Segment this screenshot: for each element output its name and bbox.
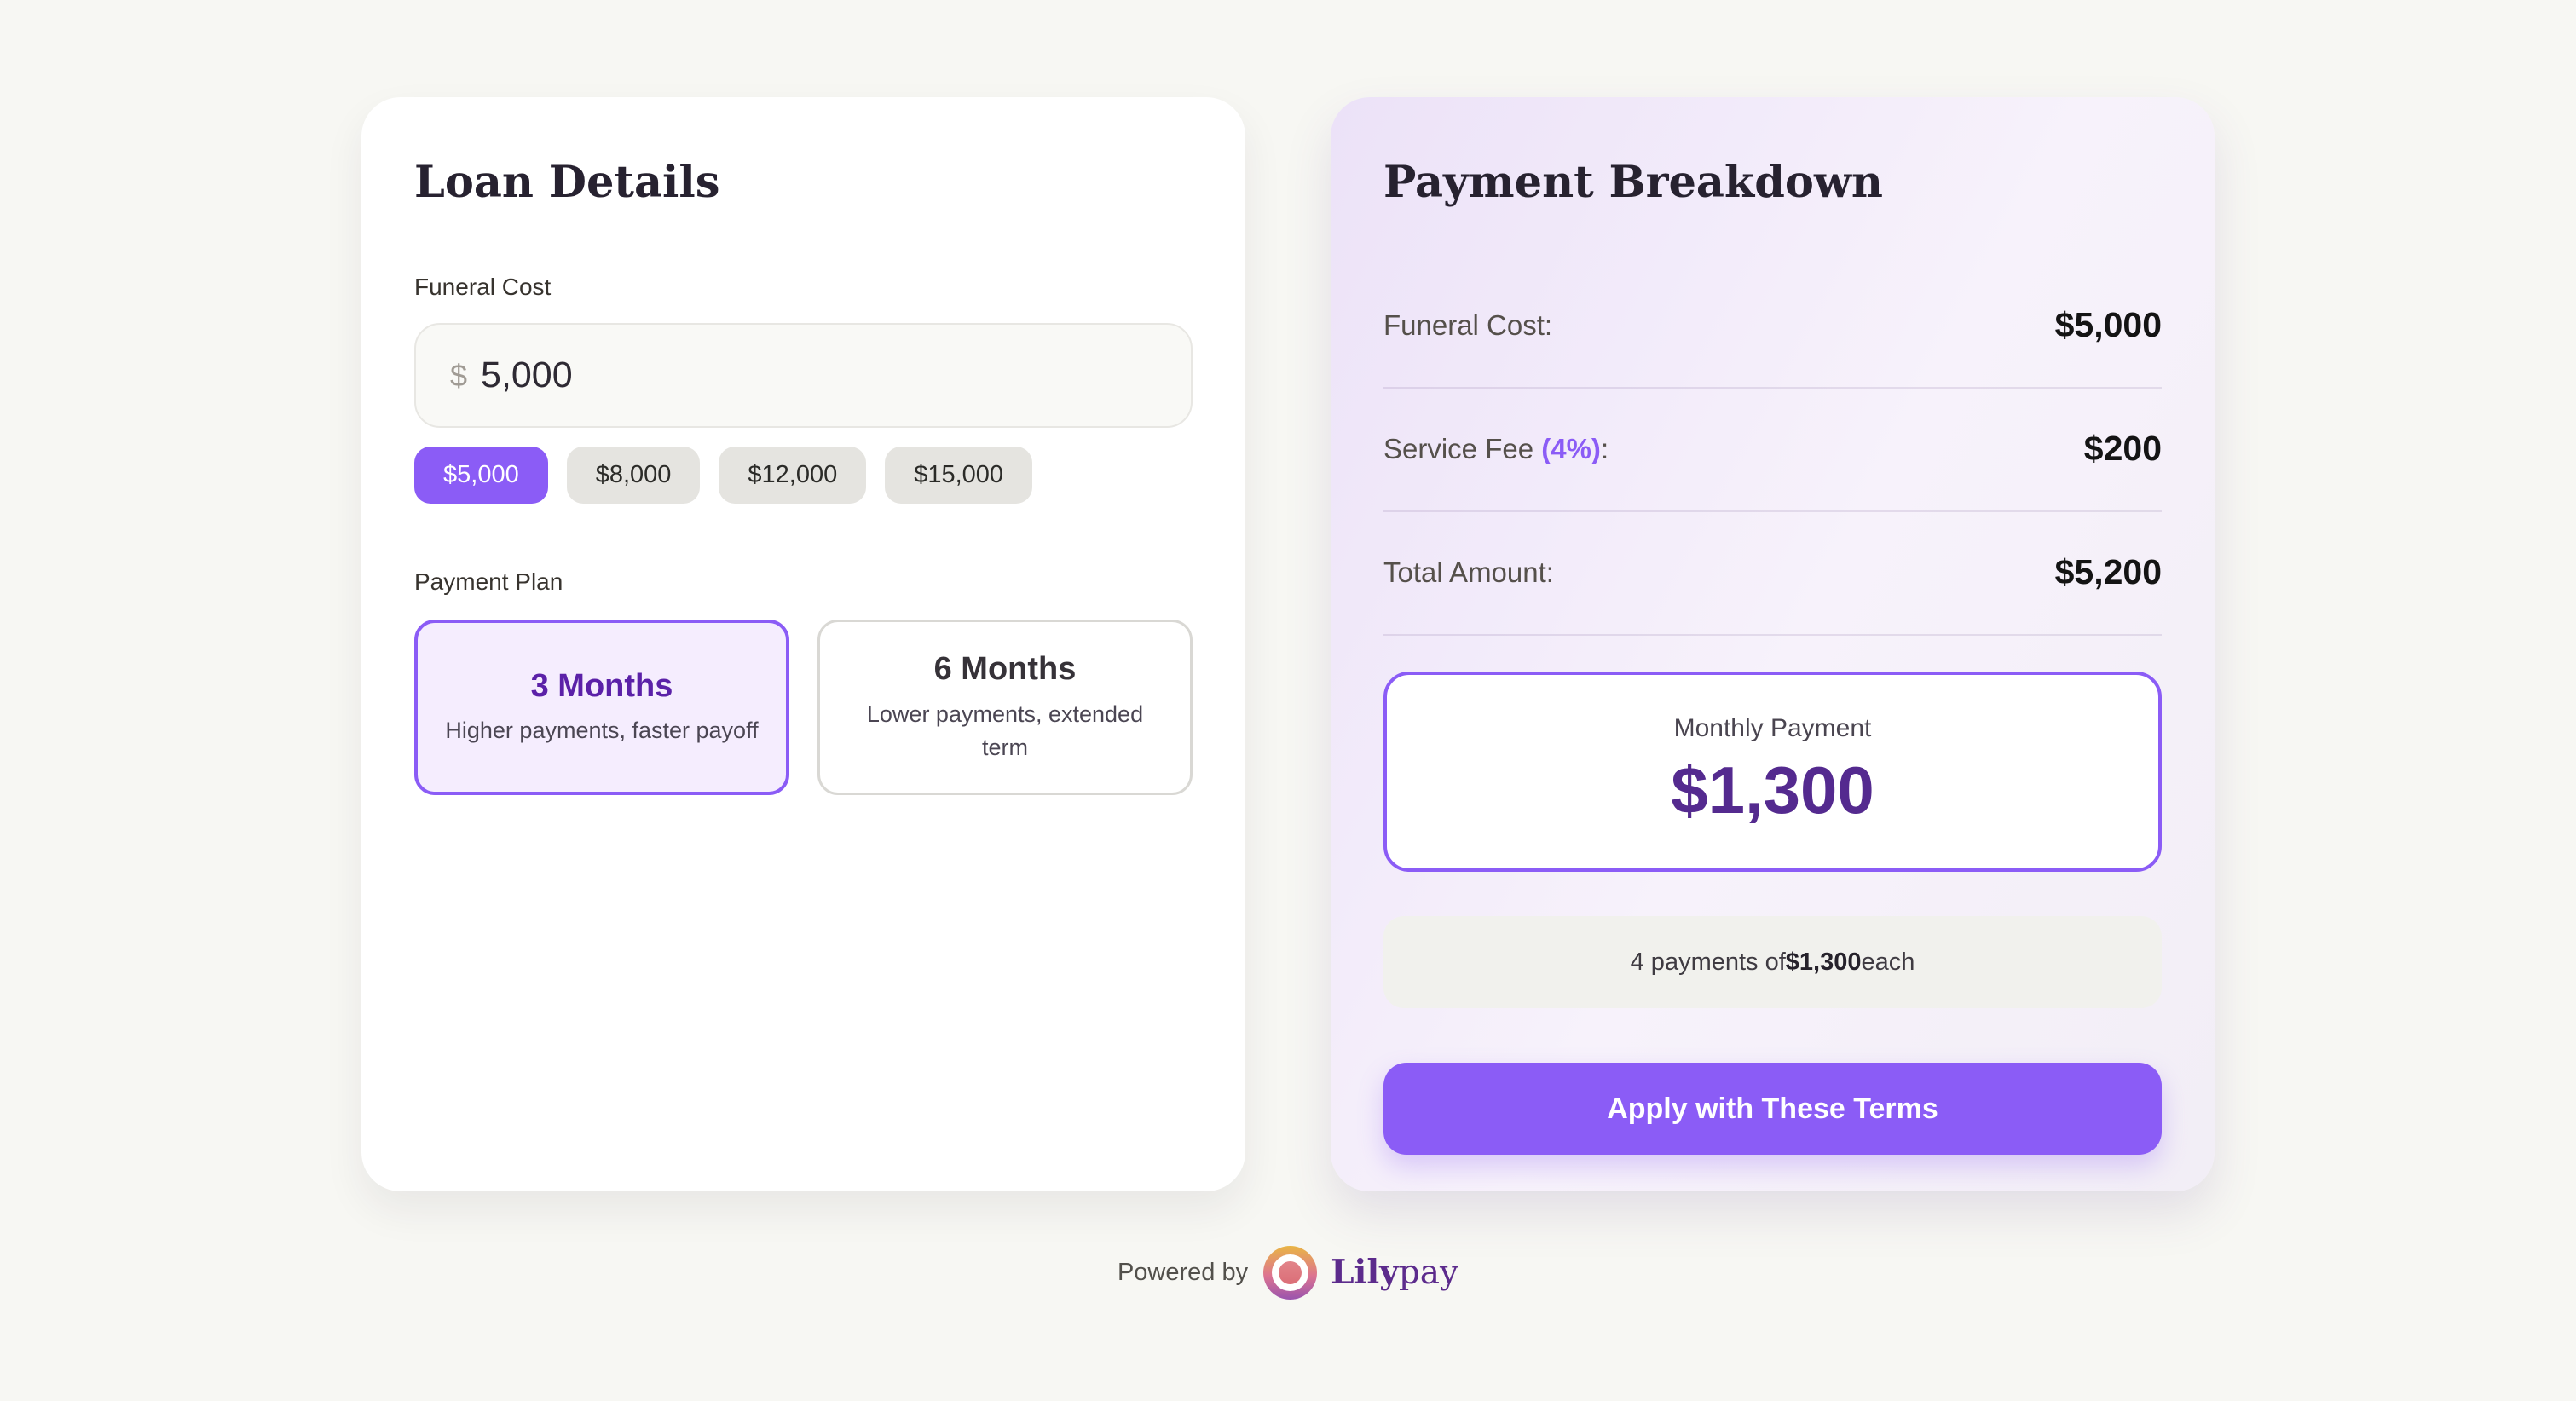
funeral-cost-input[interactable] xyxy=(467,325,1191,427)
breakdown-rows: Funeral Cost: $5,000 Service Fee (4%): $… xyxy=(1383,265,2162,637)
row-label: Funeral Cost: xyxy=(1383,308,1553,341)
amount-chip-15000[interactable]: $15,000 xyxy=(885,447,1033,504)
lilypay-logo-icon xyxy=(1263,1246,1318,1300)
payment-plan-options: 3 Months Higher payments, faster payoff … xyxy=(414,620,1193,796)
row-label: Total Amount: xyxy=(1383,556,1554,588)
lilypay-wordmark: Lilypay xyxy=(1331,1253,1459,1292)
breakdown-row-service-fee: Service Fee (4%): $200 xyxy=(1383,389,2162,513)
schedule-note: 4 payments of $1,300 each xyxy=(1383,916,2162,1009)
plan-option-3-months[interactable]: 3 Months Higher payments, faster payoff xyxy=(414,620,789,796)
plan-title: 6 Months xyxy=(933,651,1077,688)
payment-plan-label: Payment Plan xyxy=(414,568,563,596)
plan-title: 3 Months xyxy=(530,667,673,704)
breakdown-row-funeral-cost: Funeral Cost: $5,000 xyxy=(1383,265,2162,389)
row-label: Service Fee (4%): xyxy=(1383,432,1609,464)
loan-details-title: Loan Details xyxy=(414,157,720,208)
breakdown-row-total-amount: Total Amount: $5,200 xyxy=(1383,512,2162,637)
row-value: $5,000 xyxy=(2054,305,2162,345)
payment-breakdown-card: Payment Breakdown Funeral Cost: $5,000 S… xyxy=(1331,97,2215,1191)
amount-preset-chips: $5,000 $8,000 $12,000 $15,000 xyxy=(414,447,1193,504)
plan-option-6-months[interactable]: 6 Months Lower payments, extended term xyxy=(817,620,1193,796)
currency-prefix: $ xyxy=(450,357,468,393)
row-value: $200 xyxy=(2083,429,2162,469)
lilypay-brand-link[interactable]: Lilypay xyxy=(1263,1246,1458,1300)
amount-chip-8000[interactable]: $8,000 xyxy=(566,447,701,504)
monthly-payment-box: Monthly Payment $1,300 xyxy=(1383,672,2162,873)
plan-description: Higher payments, faster payoff xyxy=(445,718,759,744)
monthly-payment-value: $1,300 xyxy=(1671,752,1874,828)
powered-by-label: Powered by xyxy=(1117,1259,1249,1286)
plan-description: Lower payments, extended term xyxy=(866,700,1144,760)
funeral-cost-label: Funeral Cost xyxy=(414,274,552,301)
lilypay-logo-ring xyxy=(1272,1254,1309,1291)
funeral-cost-input-wrap: $ xyxy=(414,323,1193,429)
lilypay-logo-core xyxy=(1279,1261,1302,1284)
amount-chip-12000[interactable]: $12,000 xyxy=(719,447,867,504)
payment-breakdown-title: Payment Breakdown xyxy=(1383,157,1883,208)
apply-button[interactable]: Apply with These Terms xyxy=(1383,1063,2162,1156)
monthly-payment-label: Monthly Payment xyxy=(1673,714,1872,743)
cards-row: Loan Details Funeral Cost $ $5,000 $8,00… xyxy=(361,97,2215,1191)
loan-details-card: Loan Details Funeral Cost $ $5,000 $8,00… xyxy=(361,97,1245,1191)
row-value: $5,200 xyxy=(2054,552,2162,592)
footer: Powered by Lilypay xyxy=(0,1246,2576,1300)
amount-chip-5000[interactable]: $5,000 xyxy=(414,447,548,504)
